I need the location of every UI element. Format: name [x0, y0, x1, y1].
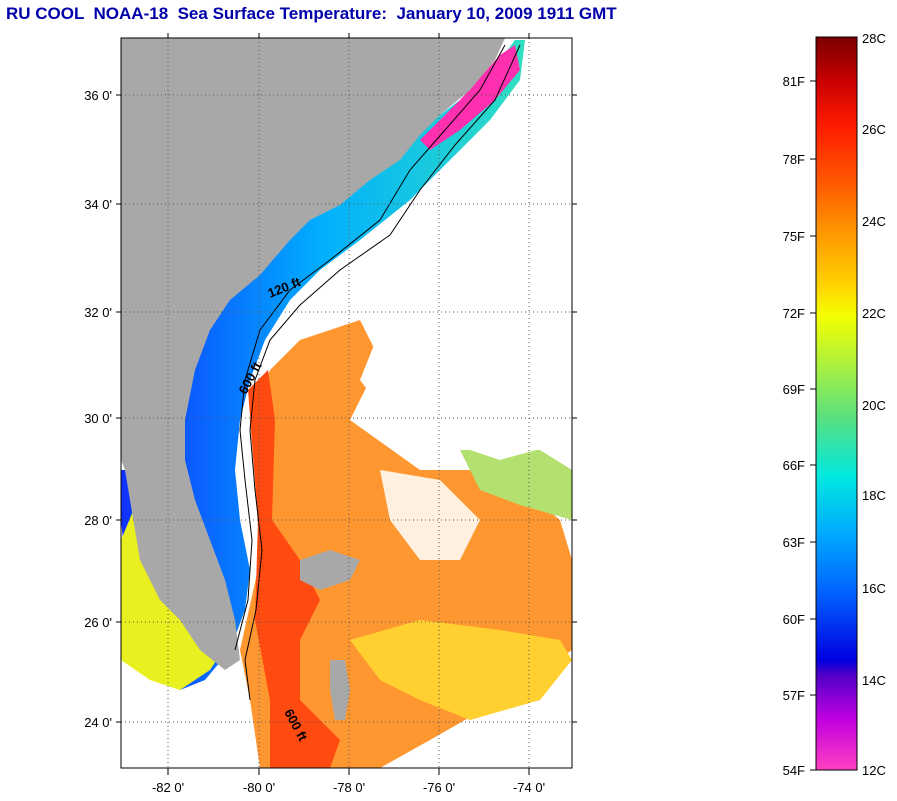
andros-island [330, 660, 350, 720]
sst-green-water-region [460, 450, 572, 520]
lat-label: 28 0' [84, 513, 112, 528]
colorbar-f-label: 57F [783, 688, 805, 703]
lat-label: 36 0' [84, 88, 112, 103]
graticule [121, 38, 572, 768]
colorbar-c-label: 22C [862, 306, 886, 321]
lat-label: 34 0' [84, 197, 112, 212]
depth-contour-120ft [234, 44, 506, 651]
coastal-cold-water-band [121, 40, 525, 690]
bahamas-land [300, 550, 360, 590]
land-mass [121, 38, 505, 670]
colorbar [815, 36, 858, 771]
lon-label: -82 0' [152, 780, 184, 795]
map-title: RU COOL NOAA-18 Sea Surface Temperature:… [6, 4, 617, 23]
colorbar-f-label: 75F [783, 229, 805, 244]
cloud-mask-region [330, 120, 572, 460]
colorbar-c-label: 12C [862, 763, 886, 778]
map-content [121, 38, 572, 768]
coastal-pink-band [420, 45, 520, 150]
lat-label: 30 0' [84, 411, 112, 426]
colorbar-f-label: 78F [783, 152, 805, 167]
lat-label: 32 0' [84, 305, 112, 320]
colorbar-c-label: 16C [862, 581, 886, 596]
lon-label: -78 0' [333, 780, 365, 795]
lon-label: -76 0' [423, 780, 455, 795]
colorbar-c-label: 24C [862, 214, 886, 229]
tick-marks [116, 33, 577, 775]
colorbar-c-label: 28C [862, 31, 886, 46]
colorbar-f-label: 69F [783, 382, 805, 397]
colorbar-f-label: 60F [783, 612, 805, 627]
cloud-mask-region-south [380, 470, 480, 560]
colorbar-f-label: 66F [783, 458, 805, 473]
colorbar-f-label: 54F [783, 763, 805, 778]
sst-hot-water-region [248, 370, 340, 768]
colorbar-f-label: 72F [783, 306, 805, 321]
colorbar-c-label: 18C [862, 488, 886, 503]
colorbar-ticks [810, 80, 816, 771]
colorbar-c-label: 26C [862, 122, 886, 137]
map-border [120, 37, 573, 769]
colorbar-c-label: 20C [862, 398, 886, 413]
sst-yellow-water-region [350, 620, 572, 720]
lon-label: -80 0' [243, 780, 275, 795]
depth-contour-600ft [244, 44, 521, 701]
colorbar-f-label: 63F [783, 535, 805, 550]
lat-label: 26 0' [84, 615, 112, 630]
colorbar-f-label: 81F [783, 74, 805, 89]
lon-label: -74 0' [513, 780, 545, 795]
lat-label: 24 0' [84, 715, 112, 730]
colorbar-c-label: 14C [862, 673, 886, 688]
